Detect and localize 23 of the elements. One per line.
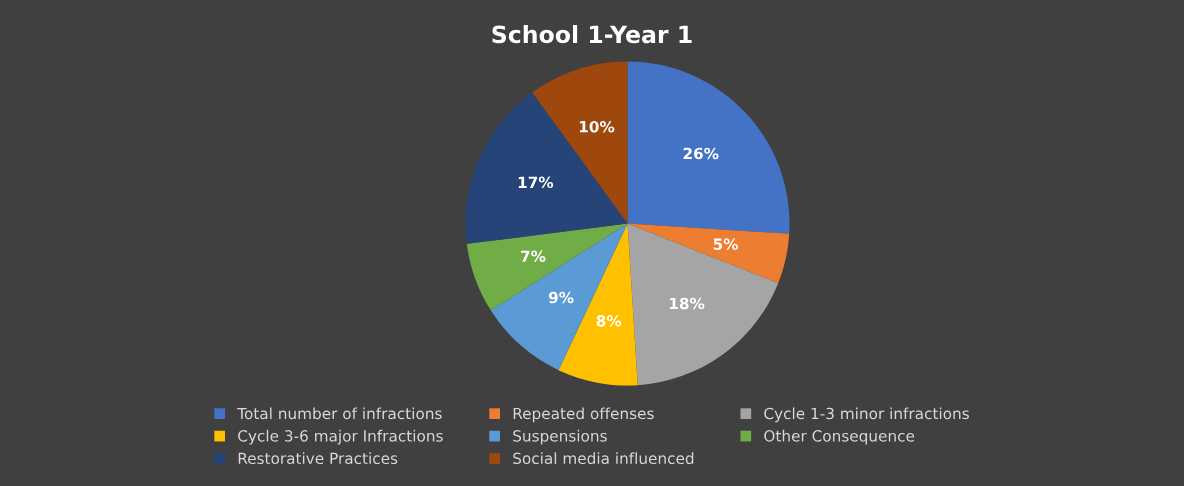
chart-title: School 1-Year 1 bbox=[492, 25, 692, 44]
pie-slice bbox=[465, 92, 628, 244]
legend-label: Cycle 1-3 minor infractions bbox=[764, 407, 969, 423]
data-label: 5% bbox=[713, 238, 739, 250]
pie-slice bbox=[627, 223, 779, 386]
data-label: 10% bbox=[579, 120, 615, 133]
data-label: 7% bbox=[521, 250, 546, 263]
legend-label: Total number of infractions bbox=[237, 407, 442, 420]
pie-slice bbox=[466, 223, 628, 311]
pie-slice bbox=[490, 223, 628, 371]
data-label: 18% bbox=[670, 297, 705, 310]
data-label: 9% bbox=[548, 291, 574, 304]
data-label: 8% bbox=[596, 315, 622, 327]
legend-label: Cycle 3-6 major Infractions bbox=[238, 429, 443, 445]
legend-label: Suspensions bbox=[513, 429, 607, 445]
pie-slice bbox=[627, 61, 790, 234]
legend-label: Other Consequence bbox=[764, 429, 915, 445]
pie-slice bbox=[627, 223, 790, 284]
data-label: 26% bbox=[683, 147, 719, 160]
legend-label: Repeated offenses bbox=[513, 407, 654, 423]
legend-label: Social media influenced bbox=[513, 452, 694, 465]
data-label: 17% bbox=[518, 176, 554, 189]
legend-label: Restorative Practices bbox=[238, 452, 398, 465]
